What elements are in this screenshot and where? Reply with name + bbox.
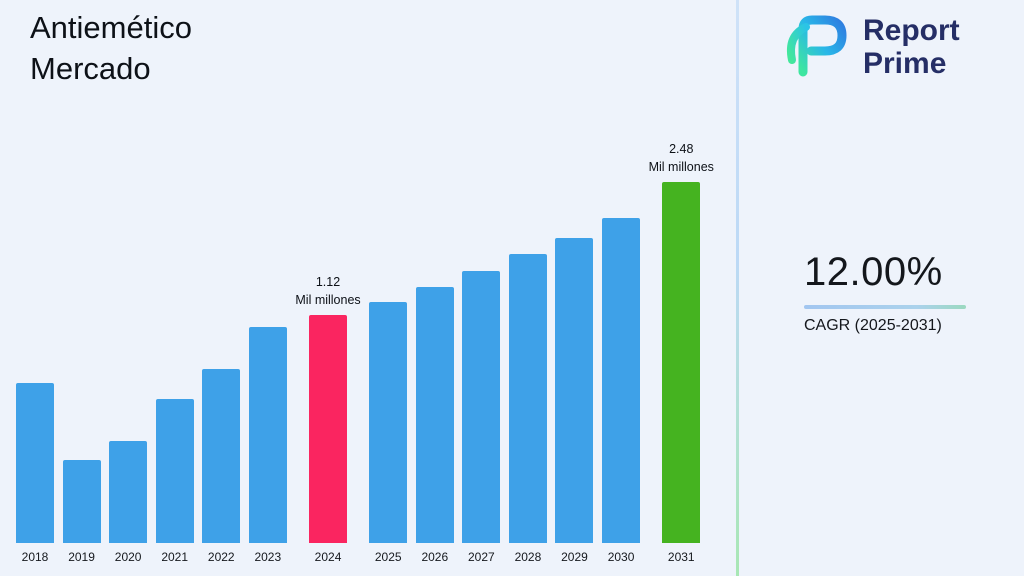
bar-2024 bbox=[309, 315, 348, 543]
x-axis-label-2027: 2027 bbox=[468, 550, 495, 564]
bar-2026 bbox=[415, 287, 454, 543]
bar-2029 bbox=[555, 238, 594, 543]
kpi-label: CAGR (2025-2031) bbox=[804, 317, 942, 334]
x-axis-label-2030: 2030 bbox=[607, 550, 635, 564]
bar-value-label-2031: 2.48 Mil millones bbox=[648, 141, 714, 174]
brand-line1: Report bbox=[863, 14, 960, 48]
x-axis-label-2031: 2031 bbox=[667, 550, 695, 564]
x-axis-label-2019: 2019 bbox=[68, 550, 95, 564]
bar-column-2025: 2025 bbox=[369, 302, 408, 564]
bar-column-2022: 2022 bbox=[202, 369, 241, 564]
kpi-value: 12.00% bbox=[804, 250, 943, 294]
report-prime-logo: Report Prime bbox=[779, 8, 960, 87]
bar-2031 bbox=[662, 182, 701, 543]
x-axis-label-2021: 2021 bbox=[161, 550, 189, 564]
bar-chart: 2018 2019 2020 2021 2022 2023 1.12 Mil millones… bbox=[16, 140, 714, 564]
x-axis-label-2023: 2023 bbox=[254, 550, 282, 564]
x-axis-label-2029: 2029 bbox=[561, 550, 588, 564]
bar-column-2027: 2027 bbox=[462, 271, 501, 564]
bar-column-2018: 2018 bbox=[16, 383, 54, 564]
x-axis-label-2022: 2022 bbox=[207, 550, 235, 564]
bar-2030 bbox=[602, 218, 641, 543]
bar-2021 bbox=[155, 399, 194, 543]
page-title-line1: Antiemético bbox=[30, 10, 192, 45]
report-prime-wordmark: Report Prime bbox=[863, 14, 960, 80]
x-axis-label-2024: 2024 bbox=[314, 550, 342, 564]
x-axis-label-2020: 2020 bbox=[114, 550, 142, 564]
page-title-line2: Mercado bbox=[30, 50, 151, 86]
bar-value-label-2024: 1.12 Mil millones bbox=[295, 274, 361, 307]
bar-2025 bbox=[369, 302, 408, 543]
section-divider bbox=[736, 0, 739, 576]
x-axis-label-2026: 2026 bbox=[421, 550, 449, 564]
x-axis-label-2025: 2025 bbox=[374, 550, 402, 564]
bar-column-2019: 2019 bbox=[62, 460, 101, 564]
bar-column-2026: 2026 bbox=[415, 287, 454, 564]
bar-column-2020: 2020 bbox=[109, 441, 148, 564]
kpi-block: 12.00% CAGR (2025-2031) bbox=[804, 250, 974, 335]
bar-column-2028: 2028 bbox=[508, 254, 547, 564]
bar-column-2029: 2029 bbox=[555, 238, 594, 564]
bar-2020 bbox=[109, 441, 148, 543]
bar-2027 bbox=[462, 271, 501, 543]
x-axis-label-2028: 2028 bbox=[514, 550, 542, 564]
bar-2022 bbox=[202, 369, 241, 543]
bar-2023 bbox=[248, 327, 287, 543]
x-axis-label-2018: 2018 bbox=[21, 550, 49, 564]
bar-column-2024: 1.12 Mil millones 2024 bbox=[295, 273, 360, 564]
bar-column-2031: 2.48 Mil millones 2031 bbox=[649, 140, 714, 564]
bar-2018 bbox=[16, 383, 54, 543]
report-prime-logo-icon bbox=[779, 8, 853, 87]
bar-column-2023: 2023 bbox=[248, 327, 287, 564]
bar-2019 bbox=[62, 460, 101, 543]
kpi-underline bbox=[804, 305, 966, 309]
page-title: Antiemético Mercado bbox=[30, 8, 192, 90]
bar-2028 bbox=[508, 254, 547, 543]
brand-line2: Prime bbox=[863, 46, 947, 80]
bar-column-2030: 2030 bbox=[602, 218, 641, 564]
bar-column-2021: 2021 bbox=[155, 399, 194, 564]
